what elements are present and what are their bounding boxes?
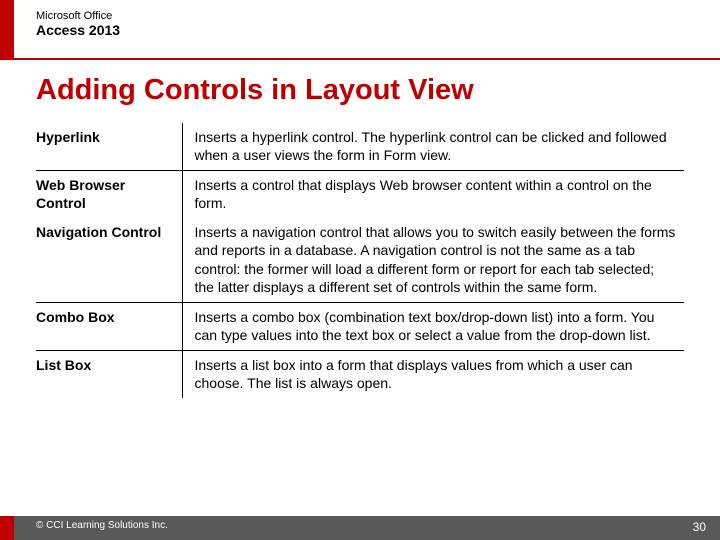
header-accent-bar [0,0,14,60]
header-divider [0,58,720,60]
description-cell: Inserts a combo box (combination text bo… [182,302,684,350]
table-row: Web Browser ControlInserts a control tha… [36,170,684,217]
header-brand: Microsoft Office [36,10,120,22]
description-cell: Inserts a navigation control that allows… [182,218,684,302]
term-cell: Web Browser Control [36,170,182,217]
footer-copyright: © CCI Learning Solutions Inc. [36,520,168,531]
table-row: Navigation ControlInserts a navigation c… [36,218,684,302]
slide: Microsoft Office Access 2013 Adding Cont… [0,0,720,540]
table-row: Combo BoxInserts a combo box (combinatio… [36,302,684,350]
description-cell: Inserts a control that displays Web brow… [182,170,684,217]
term-cell: Hyperlink [36,123,182,170]
description-cell: Inserts a list box into a form that disp… [182,350,684,397]
page-title: Adding Controls in Layout View [36,74,684,107]
table-row: HyperlinkInserts a hyperlink control. Th… [36,123,684,170]
footer-main: © CCI Learning Solutions Inc. 30 [14,516,720,540]
content-area: HyperlinkInserts a hyperlink control. Th… [0,117,720,540]
term-cell: Combo Box [36,302,182,350]
controls-table-body: HyperlinkInserts a hyperlink control. Th… [36,123,684,398]
term-cell: Navigation Control [36,218,182,302]
title-row: Adding Controls in Layout View [0,60,720,117]
table-row: List BoxInserts a list box into a form t… [36,350,684,397]
footer-page-number: 30 [693,520,706,534]
controls-table: HyperlinkInserts a hyperlink control. Th… [36,123,684,398]
header-product: Access 2013 [36,22,120,38]
term-cell: List Box [36,350,182,397]
description-cell: Inserts a hyperlink control. The hyperli… [182,123,684,170]
footer-accent-bar [0,516,14,540]
footer: © CCI Learning Solutions Inc. 30 [0,516,720,540]
header-band: Microsoft Office Access 2013 [0,0,720,60]
header-text-block: Microsoft Office Access 2013 [36,10,120,38]
